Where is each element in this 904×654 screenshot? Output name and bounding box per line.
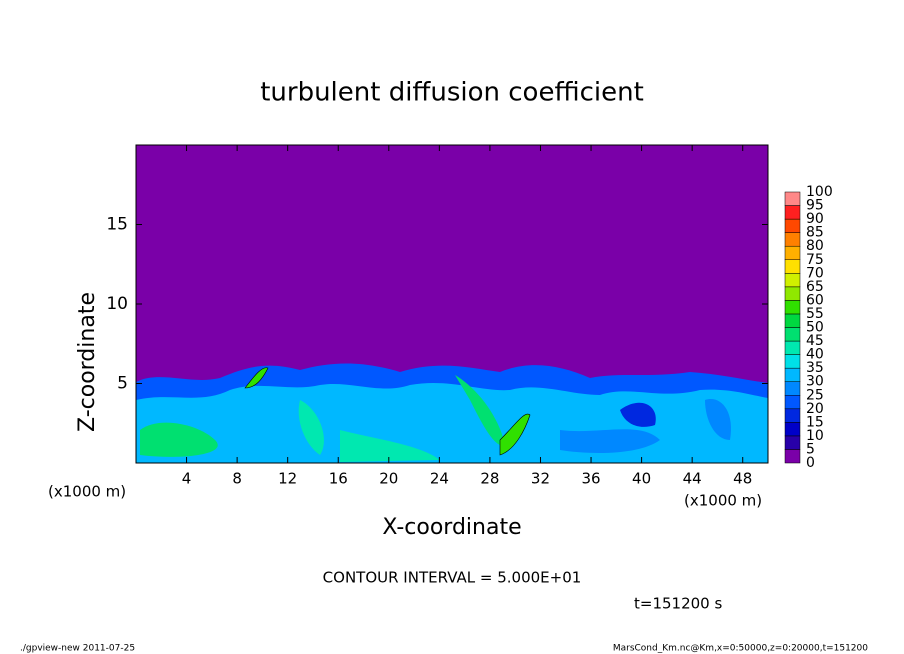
colorbar-cell <box>784 313 801 328</box>
time-label: t=151200 s <box>634 595 722 613</box>
colorbar-cell <box>784 354 801 369</box>
colorbar-cell <box>784 273 801 288</box>
x-tick-label: 36 <box>581 470 600 488</box>
colorbar-label: 55 <box>806 306 824 322</box>
x-tick-label: 8 <box>232 470 242 488</box>
colorbar-cell <box>784 381 801 396</box>
field-blob <box>455 375 505 446</box>
field-blob <box>298 400 324 455</box>
x-tick-label: 40 <box>632 470 651 488</box>
colorbar-cell <box>784 408 801 423</box>
y-tick-label: 5 <box>117 374 128 394</box>
colorbar-label: 45 <box>806 333 824 349</box>
colorbar-cell <box>784 422 801 437</box>
colorbar-label: 75 <box>806 252 824 268</box>
colorbar-label: 100 <box>806 184 833 200</box>
field-blob <box>244 367 269 389</box>
x-unit-label: (x1000 m) <box>48 483 126 501</box>
colorbar-cell <box>784 367 801 382</box>
colorbar-label: 50 <box>806 320 824 336</box>
colorbar-label: 25 <box>806 387 824 403</box>
x-tick-label: 24 <box>430 470 449 488</box>
x-tick-label: 32 <box>531 470 550 488</box>
field-blob <box>340 430 440 462</box>
field-blob <box>560 429 660 453</box>
x-unit-label: (x1000 m) <box>684 492 762 510</box>
colorbar-label: 0 <box>806 455 815 471</box>
colorbar-cell <box>784 435 801 450</box>
x-tick-label: 12 <box>278 470 297 488</box>
x-tick-label: 16 <box>329 470 348 488</box>
x-tick-label: 28 <box>480 470 499 488</box>
colorbar-cell <box>784 191 801 206</box>
field-blob <box>705 399 731 440</box>
colorbar-cell <box>784 205 801 220</box>
x-tick-label: 44 <box>683 470 702 488</box>
x-tick-label: 48 <box>733 470 752 488</box>
colorbar-label: 5 <box>806 441 815 457</box>
colorbar-cell <box>784 300 801 315</box>
field-blob <box>620 402 656 427</box>
y-axis-label: Z-coordinate <box>75 292 100 432</box>
colorbar-label: 90 <box>806 211 824 227</box>
colorbar-label: 70 <box>806 265 824 281</box>
field-band <box>136 383 768 463</box>
y-tick-label: 15 <box>106 215 128 235</box>
colorbar-label: 30 <box>806 374 824 390</box>
colorbar-label: 40 <box>806 347 824 363</box>
colorbar-label: 10 <box>806 428 824 444</box>
chart-title: turbulent diffusion coefficient <box>260 78 644 108</box>
field <box>136 145 768 463</box>
colorbar-cell <box>784 340 801 355</box>
colorbar-label: 95 <box>806 198 824 214</box>
colorbar-cell <box>784 218 801 233</box>
colorbar-label: 15 <box>806 414 824 430</box>
footer-left: ./gpview-new 2011-07-25 <box>20 644 135 654</box>
field-blob <box>499 413 531 456</box>
colorbar-cell <box>784 286 801 301</box>
colorbar-cell <box>784 327 801 342</box>
colorbar-cell <box>784 259 801 274</box>
colorbar-label: 20 <box>806 401 824 417</box>
colorbar-label: 60 <box>806 292 824 308</box>
colorbar-label: 35 <box>806 360 824 376</box>
colorbar-cell <box>784 395 801 410</box>
x-tick-label: 20 <box>379 470 398 488</box>
field-blob <box>140 422 218 457</box>
contour-interval: CONTOUR INTERVAL = 5.000E+01 <box>323 569 582 587</box>
x-axis-label: X-coordinate <box>382 515 521 540</box>
colorbar-cell <box>784 449 801 464</box>
colorbar-label: 85 <box>806 225 824 241</box>
x-tick-label: 4 <box>182 470 192 488</box>
y-tick-label: 10 <box>106 294 128 314</box>
colorbar-cell <box>784 232 801 247</box>
footer-right: MarsCond_Km.nc@Km,x=0:50000,z=0:20000,t=… <box>613 644 868 654</box>
colorbar-cell <box>784 245 801 260</box>
colorbar-label: 65 <box>806 279 824 295</box>
colorbar-label: 80 <box>806 238 824 254</box>
